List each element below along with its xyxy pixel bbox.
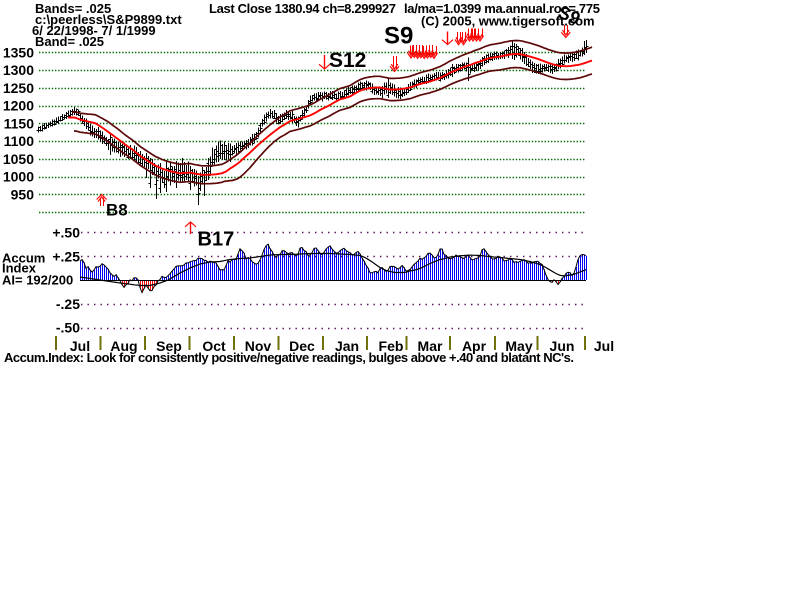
svg-text:c:\peerless\S&P9899.txt: c:\peerless\S&P9899.txt (35, 12, 182, 27)
svg-text:B17: B17 (198, 229, 235, 251)
svg-text:950: 950 (11, 186, 35, 202)
svg-text:Sep: Sep (156, 338, 182, 354)
svg-text:Feb: Feb (379, 338, 404, 354)
svg-text:1000: 1000 (3, 169, 34, 185)
svg-text:Mar: Mar (418, 338, 443, 354)
svg-text:AI= 192/200: AI= 192/200 (2, 273, 73, 288)
svg-text:Jul: Jul (70, 338, 90, 354)
svg-text:Last Close 1380.94 ch=8.299927: Last Close 1380.94 ch=8.299927 (209, 1, 396, 16)
svg-text:la/ma=1.0399 ma.annual.roc=.77: la/ma=1.0399 ma.annual.roc=.775 (404, 1, 600, 16)
svg-text:Nov: Nov (245, 338, 272, 354)
svg-text:B8: B8 (106, 201, 128, 220)
svg-text:1350: 1350 (3, 44, 34, 60)
svg-text:1200: 1200 (3, 98, 34, 114)
svg-text:Dec: Dec (289, 338, 315, 354)
svg-text:1100: 1100 (4, 133, 35, 149)
svg-text:Accum: Accum (2, 251, 45, 266)
svg-text:+.50: +.50 (52, 225, 80, 241)
svg-text:Aug: Aug (110, 338, 137, 354)
svg-text:6/ 22/1998- 7/ 1/1999: 6/ 22/1998- 7/ 1/1999 (32, 23, 156, 38)
svg-text:Apr: Apr (462, 338, 487, 354)
svg-text:Band= .025: Band= .025 (35, 34, 104, 49)
svg-text:-.50: -.50 (56, 320, 80, 336)
svg-text:(C) 2005, www.tigersoft.com: (C) 2005, www.tigersoft.com (421, 14, 595, 29)
svg-text:Accum.Index: Look for consiste: Accum.Index: Look for consistently posit… (4, 350, 574, 365)
svg-text:S12: S12 (329, 49, 366, 72)
svg-text:1150: 1150 (4, 115, 35, 131)
svg-text:1050: 1050 (3, 151, 34, 167)
svg-text:Jun: Jun (550, 338, 575, 354)
svg-text:S9: S9 (384, 23, 413, 50)
svg-text:Jul: Jul (594, 338, 614, 354)
svg-text:1300: 1300 (3, 62, 34, 78)
svg-text:Index: Index (2, 261, 37, 276)
svg-text:1250: 1250 (3, 80, 34, 96)
svg-text:May: May (505, 338, 532, 354)
svg-text:+.25: +.25 (52, 248, 80, 264)
svg-text:Bands= .025: Bands= .025 (35, 1, 111, 16)
svg-text:Oct: Oct (202, 338, 226, 354)
svg-text:-.25: -.25 (56, 296, 80, 312)
svg-text:Jan: Jan (335, 338, 359, 354)
